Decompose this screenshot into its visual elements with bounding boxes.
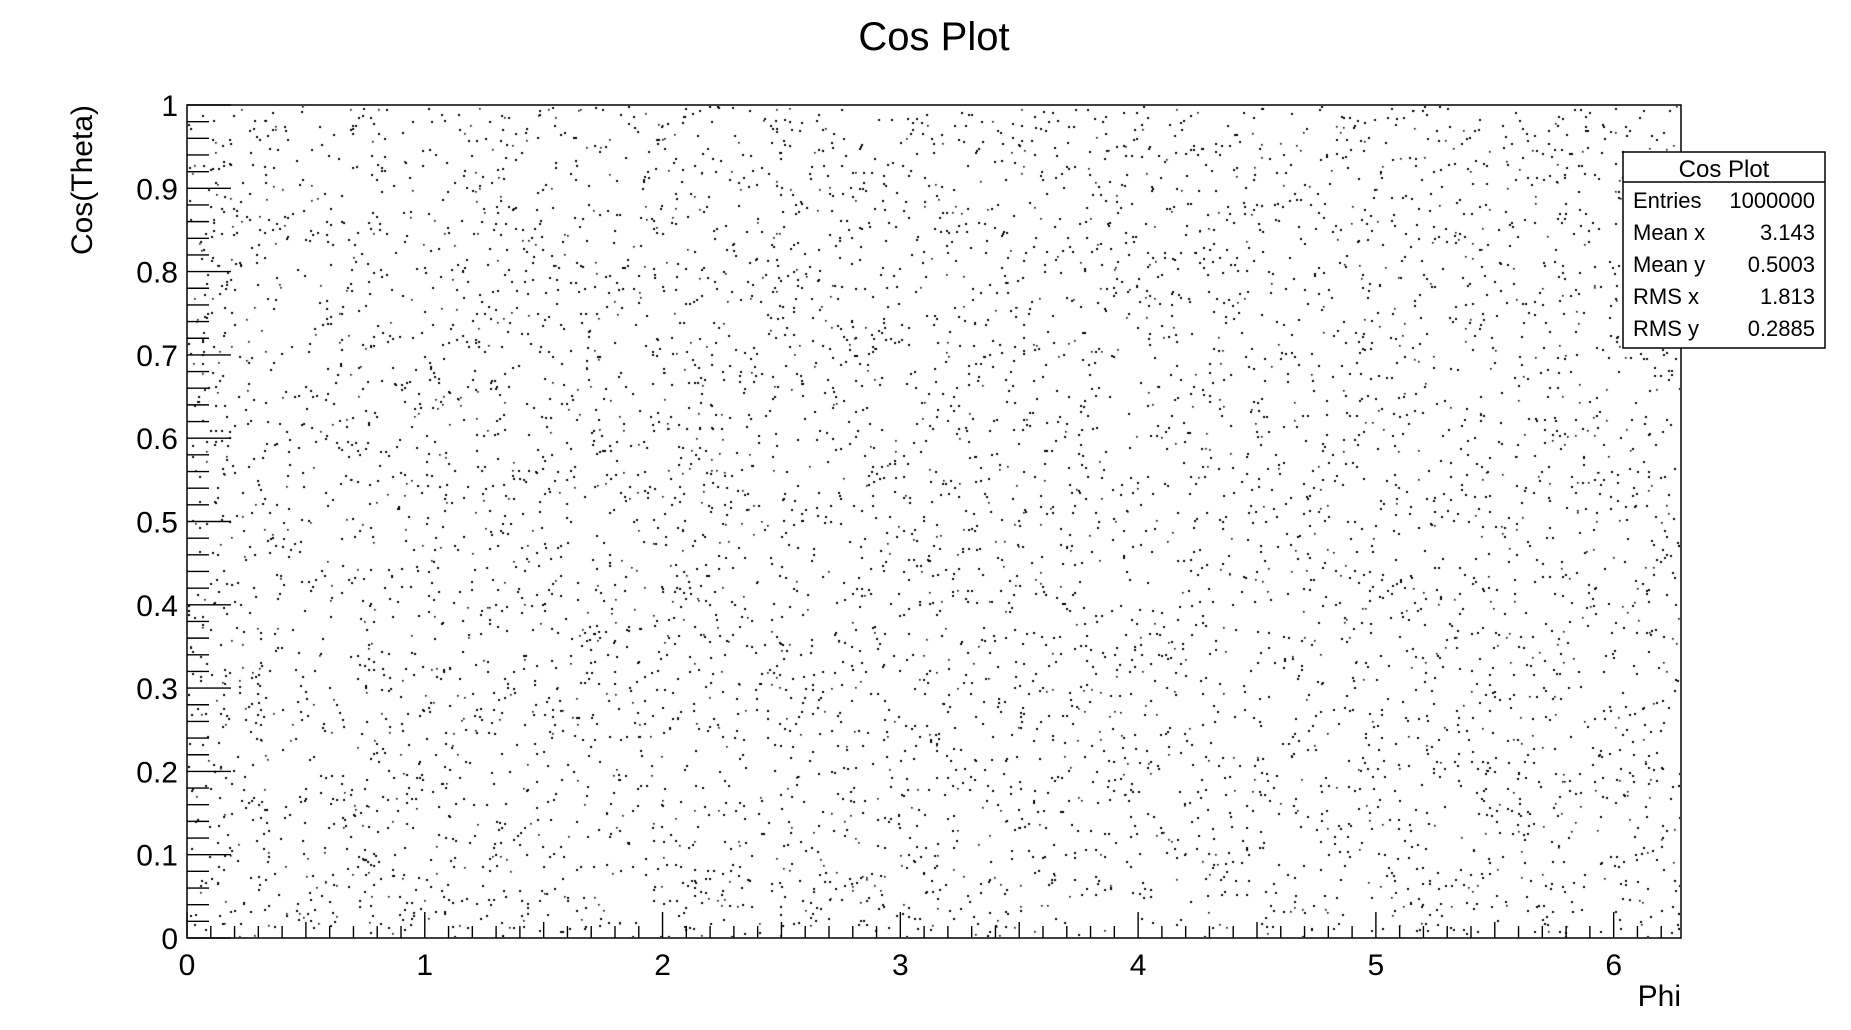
y-axis-label: Cos(Theta) xyxy=(66,105,99,255)
stats-row-label: RMS x xyxy=(1633,284,1699,309)
x-axis-label: Phi xyxy=(1638,980,1681,1013)
stats-box-frame xyxy=(1622,151,1826,349)
stats-row-value: 1000000 xyxy=(1729,188,1815,213)
x-tick-label: 0 xyxy=(179,949,196,982)
stats-row-label: Entries xyxy=(1633,188,1701,213)
x-tick-labels: 0 1 2 3 4 5 6 xyxy=(179,949,1622,982)
y-tick-label: 0.1 xyxy=(136,840,178,873)
stats-box: Cos Plot Entries 1000000 Mean x 3.143 Mean y… xyxy=(1622,151,1826,349)
y-tick-label: 0.5 xyxy=(136,507,178,540)
chart-title: Cos Plot xyxy=(858,15,1009,59)
stats-row-value: 0.2885 xyxy=(1748,316,1815,341)
y-tick-label: 0.9 xyxy=(136,173,178,206)
y-tick-labels: 0 0.1 0.2 0.3 0.4 0.5 0.6 0.7 0.8 0.9 1 xyxy=(136,90,178,956)
scatter-points-image xyxy=(188,106,1680,937)
stats-row-value: 3.143 xyxy=(1760,220,1815,245)
stats-row-label: RMS y xyxy=(1633,316,1699,341)
stats-row-value: 1.813 xyxy=(1760,284,1815,309)
x-tick-label: 3 xyxy=(892,949,909,982)
stats-row-label: Mean y xyxy=(1633,252,1705,277)
x-tick-label: 4 xyxy=(1130,949,1147,982)
x-tick-label: 2 xyxy=(654,949,671,982)
x-tick-label: 1 xyxy=(416,949,433,982)
axis-ticks xyxy=(186,104,1662,939)
stats-row-value: 0.5003 xyxy=(1748,252,1815,277)
y-tick-label: 0.6 xyxy=(136,423,178,456)
y-tick-label: 0.8 xyxy=(136,257,178,290)
y-tick-label: 0.4 xyxy=(136,590,178,623)
x-tick-label: 6 xyxy=(1605,949,1622,982)
y-tick-label: 0.7 xyxy=(136,340,178,373)
stats-row-label: Mean x xyxy=(1633,220,1705,245)
y-tick-label: 0 xyxy=(161,923,178,956)
y-tick-label: 0.2 xyxy=(136,756,178,789)
stats-rows: Entries 1000000 Mean x 3.143 Mean y 0.5003 RMS… xyxy=(1633,188,1815,341)
stats-box-title: Cos Plot xyxy=(1679,156,1770,183)
x-tick-label: 5 xyxy=(1368,949,1385,982)
y-tick-label: 0.3 xyxy=(136,673,178,706)
y-tick-label: 1 xyxy=(161,90,178,123)
